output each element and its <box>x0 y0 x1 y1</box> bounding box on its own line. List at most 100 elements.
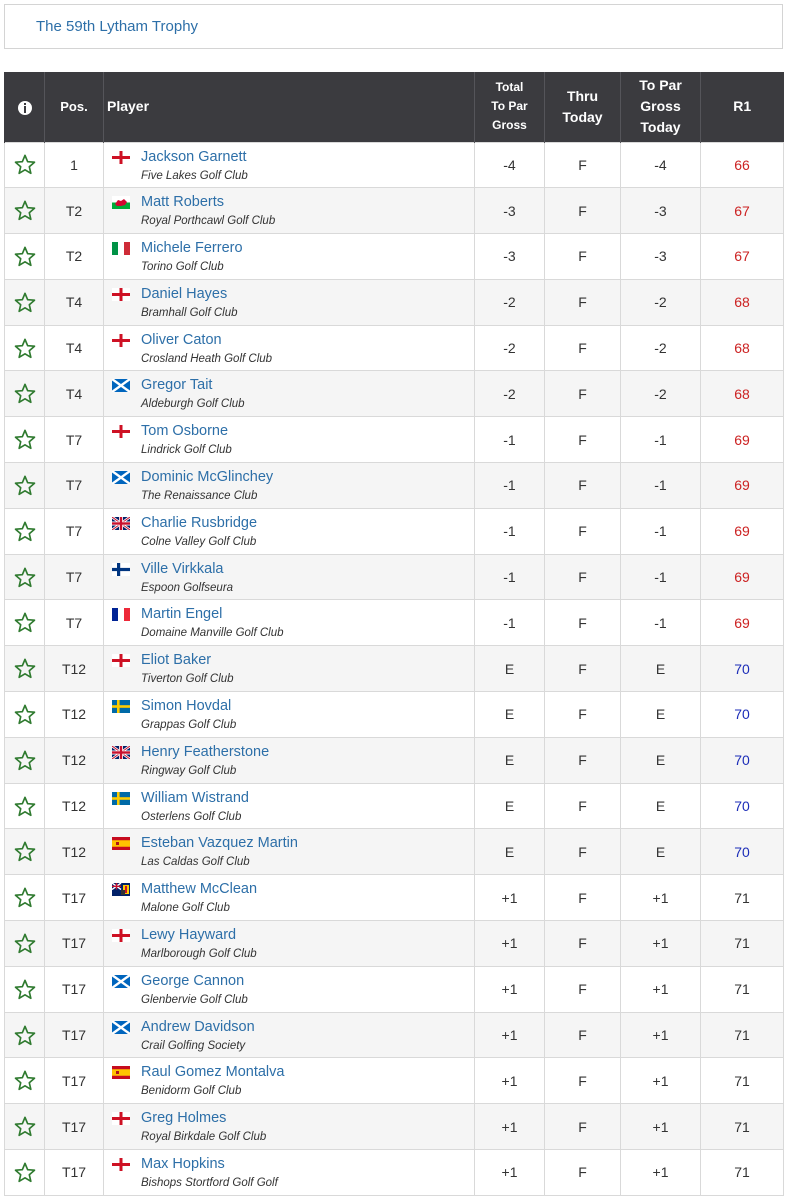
star-icon[interactable] <box>5 475 44 496</box>
favorite-cell[interactable] <box>4 416 45 464</box>
favorite-cell[interactable] <box>4 782 45 830</box>
star-icon[interactable] <box>5 1116 44 1137</box>
info-header[interactable] <box>4 72 45 142</box>
star-icon[interactable] <box>5 750 44 771</box>
favorite-cell[interactable] <box>4 141 45 189</box>
table-row[interactable]: T17 Matthew McClean Malone Golf Club +1 F +1 7… <box>4 874 784 922</box>
event-title[interactable]: The 59th Lytham Trophy <box>36 18 199 35</box>
star-icon[interactable] <box>5 841 44 862</box>
table-row[interactable]: T4 Oliver Caton Crosland Heath Golf Club -2… <box>4 324 784 372</box>
table-row[interactable]: T4 Gregor Tait Aldeburgh Golf Club -2 F -2 68 <box>4 370 784 418</box>
table-row[interactable]: T17 Greg Holmes Royal Birkdale Golf Club +1… <box>4 1103 784 1151</box>
favorite-cell[interactable] <box>4 507 45 555</box>
player-name-link[interactable]: Lewy Hayward <box>141 927 237 944</box>
to-par-today-value: E <box>655 660 666 677</box>
table-row[interactable]: T7 Martin Engel Domaine Manville Golf Club… <box>4 599 784 647</box>
player-name-link[interactable]: Simon Hovdal <box>141 698 232 715</box>
player-name-link[interactable]: Oliver Caton <box>141 331 222 348</box>
table-row[interactable]: T17 Max Hopkins Bishops Stortford Golf Gol… <box>4 1149 784 1196</box>
player-name-link[interactable]: Tom Osborne <box>141 423 229 440</box>
player-name-link[interactable]: Andrew Davidson <box>141 1018 255 1035</box>
table-row[interactable]: T12 Simon Hovdal Grappas Golf Club E F E 70 <box>4 691 784 738</box>
favorite-cell[interactable] <box>4 1011 45 1059</box>
table-row[interactable]: T12 Eliot Baker Tiverton Golf Club E F E 70 <box>4 645 784 693</box>
favorite-cell[interactable] <box>4 599 45 647</box>
player-name-link[interactable]: Jackson Garnett <box>141 148 247 165</box>
favorite-cell[interactable] <box>4 874 45 922</box>
star-icon[interactable] <box>5 933 44 954</box>
table-row[interactable]: T12 Esteban Vazquez Martin Las Caldas Golf… <box>4 828 784 876</box>
star-icon[interactable] <box>5 521 44 542</box>
table-row[interactable]: T17 Andrew Davidson Crail Golfing Society +… <box>4 1011 784 1059</box>
star-icon[interactable] <box>5 887 44 908</box>
position-value: T7 <box>65 431 83 448</box>
star-icon[interactable] <box>5 292 44 313</box>
star-icon[interactable] <box>5 1070 44 1091</box>
favorite-cell[interactable] <box>4 691 45 738</box>
star-icon[interactable] <box>5 338 44 359</box>
table-row[interactable]: T7 Tom Osborne Lindrick Golf Club -1 F -1 69 <box>4 416 784 464</box>
star-icon[interactable] <box>5 1025 44 1046</box>
player-name-link[interactable]: Greg Holmes <box>141 1110 227 1127</box>
favorite-cell[interactable] <box>4 462 45 509</box>
star-icon[interactable] <box>5 979 44 1000</box>
favorite-cell[interactable] <box>4 370 45 418</box>
favorite-cell[interactable] <box>4 553 45 601</box>
table-row[interactable]: T2 Matt Roberts Royal Porthcawl Golf Club -… <box>4 187 784 235</box>
star-icon[interactable] <box>5 796 44 817</box>
favorite-cell[interactable] <box>4 920 45 967</box>
player-name-link[interactable]: Esteban Vazquez Martin <box>141 835 298 852</box>
favorite-cell[interactable] <box>4 1057 45 1105</box>
star-icon[interactable] <box>5 383 44 404</box>
table-row[interactable]: T2 Michele Ferrero Torino Golf Club -3 F -3 67 <box>4 233 784 280</box>
r1-score-cell: 71 <box>700 1149 784 1196</box>
player-name-link[interactable]: Michele Ferrero <box>141 240 243 257</box>
table-row[interactable]: T12 William Wistrand Osterlens Golf Club E F… <box>4 782 784 830</box>
player-name-link[interactable]: Gregor Tait <box>141 377 213 394</box>
player-name-link[interactable]: Matthew McClean <box>141 881 258 898</box>
favorite-cell[interactable] <box>4 187 45 235</box>
table-row[interactable]: T7 Dominic McGlinchey The Renaissance Club… <box>4 462 784 509</box>
favorite-cell[interactable] <box>4 1149 45 1196</box>
player-name-link[interactable]: George Cannon <box>141 972 245 989</box>
table-row[interactable]: T12 Henry Featherstone Ringway Golf Club E F… <box>4 736 784 784</box>
player-name-link[interactable]: Daniel Hayes <box>141 285 228 302</box>
table-row[interactable]: T7 Charlie Rusbridge Colne Valley Golf Clu… <box>4 507 784 555</box>
favorite-cell[interactable] <box>4 278 45 326</box>
star-icon[interactable] <box>5 154 44 175</box>
player-name-link[interactable]: William Wistrand <box>141 789 249 806</box>
player-name-link[interactable]: Martin Engel <box>141 606 223 623</box>
favorite-cell[interactable] <box>4 828 45 876</box>
player-name-link[interactable]: Eliot Baker <box>141 652 212 669</box>
table-row[interactable]: T17 George Cannon Glenbervie Golf Club +1 F +… <box>4 965 784 1013</box>
table-row[interactable]: T17 Raul Gomez Montalva Benidorm Golf Club… <box>4 1057 784 1105</box>
player-name-link[interactable]: Ville Virkkala <box>141 560 224 577</box>
player-name-link[interactable]: Dominic McGlinchey <box>141 469 274 486</box>
player-name-link[interactable]: Raul Gomez Montalva <box>141 1064 285 1081</box>
table-row[interactable]: T7 Ville Virkkala Espoon Golfseura -1 F -1 69 <box>4 553 784 601</box>
star-icon[interactable] <box>5 246 44 267</box>
player-name-link[interactable]: Max Hopkins <box>141 1156 225 1173</box>
favorite-cell[interactable] <box>4 645 45 693</box>
star-icon[interactable] <box>5 567 44 588</box>
star-icon[interactable] <box>5 429 44 450</box>
table-row[interactable]: T4 Daniel Hayes Bramhall Golf Club -2 F -2 68 <box>4 278 784 326</box>
player-name-link[interactable]: Henry Featherstone <box>141 743 270 760</box>
star-icon[interactable] <box>5 704 44 725</box>
star-icon[interactable] <box>5 200 44 221</box>
favorite-cell[interactable] <box>4 324 45 372</box>
table-row[interactable]: 1 Jackson Garnett Five Lakes Golf Club -4 F -… <box>4 141 784 189</box>
star-icon[interactable] <box>5 612 44 633</box>
player-name-link[interactable]: Charlie Rusbridge <box>141 514 258 531</box>
star-icon[interactable] <box>5 1162 44 1183</box>
favorite-cell[interactable] <box>4 1103 45 1151</box>
info-icon[interactable] <box>17 100 32 115</box>
table-row[interactable]: T17 Lewy Hayward Marlborough Golf Club +1 F +… <box>4 920 784 967</box>
favorite-cell[interactable] <box>4 233 45 280</box>
favorite-cell[interactable] <box>4 965 45 1013</box>
favorite-cell[interactable] <box>4 736 45 784</box>
position-cell: T7 <box>44 462 104 509</box>
star-icon[interactable] <box>5 658 44 679</box>
italy-flag-icon <box>112 242 130 256</box>
player-name-link[interactable]: Matt Roberts <box>141 194 224 211</box>
